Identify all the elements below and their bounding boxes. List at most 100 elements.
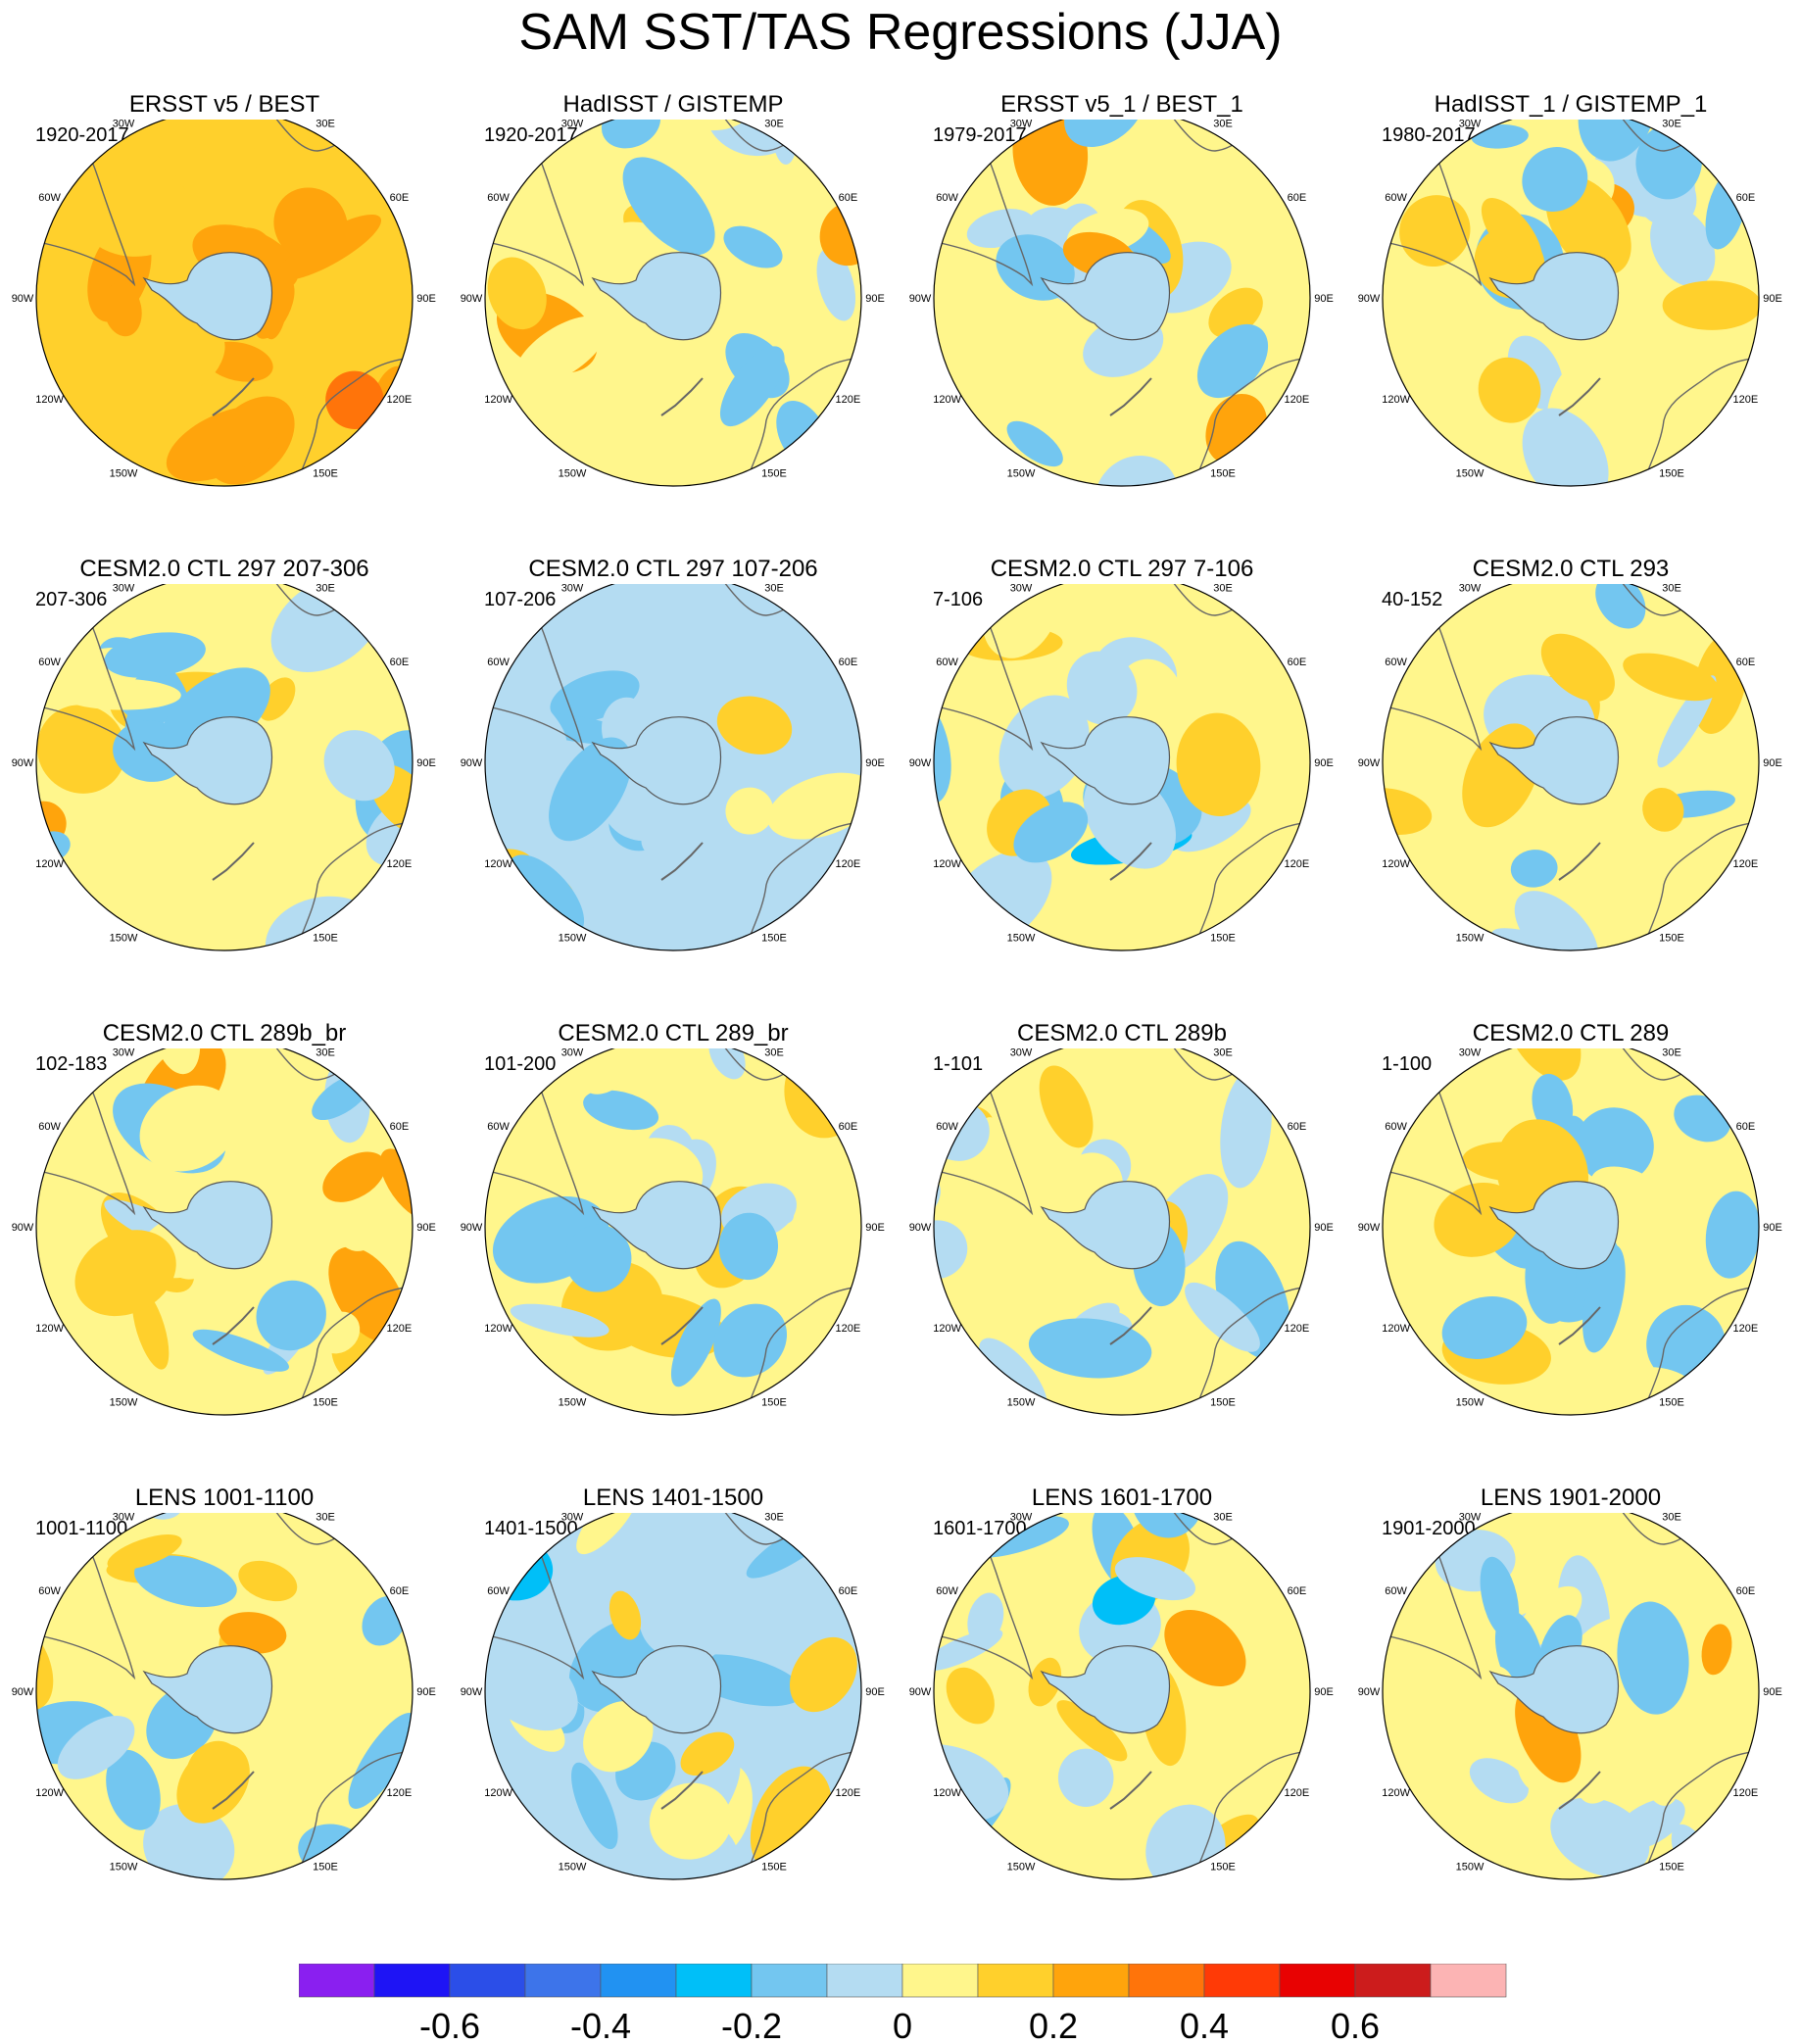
longitude-label: 30E (1213, 1513, 1233, 1524)
anomaly-patch (747, 638, 800, 681)
longitude-label: 120W (1382, 1787, 1410, 1799)
panel-title: HadISST / GISTEMP (562, 91, 784, 118)
anomaly-patch (322, 1151, 386, 1202)
longitude-label: 150W (559, 1861, 587, 1873)
longitude-label: 120E (836, 1323, 861, 1335)
longitude-label: 120E (387, 858, 413, 870)
longitude-label: 60W (487, 1121, 510, 1133)
anomaly-patch (317, 1311, 361, 1354)
anomaly-patch (192, 139, 262, 174)
anomaly-patch (103, 281, 142, 337)
polar-map: 030E60E90E120E150E180150W120W90W60W30W (1358, 1048, 1782, 1416)
polar-map: 030E60E90E120E150E180150W120W90W60W30W (909, 120, 1334, 487)
antarctica-coastline (1488, 252, 1620, 341)
longitude-label: 90E (1314, 293, 1334, 305)
anomaly-patch (1066, 651, 1138, 725)
longitude-label: 30E (1662, 1513, 1681, 1524)
map-border (35, 120, 414, 487)
australia-coastline (1190, 820, 1310, 950)
longitude-label: 120E (1285, 394, 1310, 406)
longitude-label: 60W (487, 657, 510, 668)
longitude-label: 60E (390, 192, 410, 204)
polar-map: 030E60E90E120E150E180150W120W90W60W30W (1358, 1513, 1782, 1880)
longitude-label: 60E (1736, 1121, 1756, 1133)
longitude-label: 90W (909, 1222, 932, 1234)
panel-period-label: 1401-1500 (484, 1518, 578, 1539)
longitude-label: 120E (387, 1323, 413, 1335)
panel-period-label: 207-306 (35, 589, 108, 610)
colorbar-tick-label: -0.6 (419, 2006, 480, 2044)
longitude-label: 150E (761, 1396, 787, 1408)
new-zealand-coastline (1558, 1306, 1601, 1345)
colorbar-swatch (299, 1964, 375, 1998)
anomaly-patch (641, 818, 722, 867)
map-border (933, 584, 1311, 951)
longitude-label: 90W (12, 293, 34, 305)
antarctica-coastline (591, 1181, 722, 1270)
anomaly-patch (1469, 1758, 1529, 1804)
anomaly-patch (1434, 1182, 1522, 1257)
anomaly-field (1383, 1048, 1759, 1415)
anomaly-patch (665, 410, 698, 461)
anomaly-patch (680, 1731, 735, 1776)
australia-coastline (1638, 356, 1759, 486)
anomaly-patch (166, 406, 281, 482)
anomaly-patch (767, 772, 861, 840)
anomaly-field (485, 120, 861, 486)
anomaly-patch (789, 1636, 857, 1713)
longitude-label: 120E (836, 394, 861, 406)
panel-period-label: 107-206 (484, 589, 557, 610)
anomaly-patch (192, 1329, 289, 1372)
longitude-label: 30W (1459, 1048, 1482, 1059)
longitude-label: 120W (1382, 394, 1410, 406)
polar-map: 030E60E90E120E150E180150W120W90W60W30W (461, 1048, 885, 1416)
longitude-label: 150E (1659, 1861, 1684, 1873)
australia-coastline (1190, 356, 1310, 486)
anomaly-patch (637, 1315, 675, 1353)
anomaly-patch (36, 705, 126, 794)
longitude-label: 60W (1385, 657, 1407, 668)
map-panel: CESM2.0 CTL 297 207-306207-306030E60E90E… (0, 555, 449, 1020)
anomaly-patch (725, 787, 774, 835)
longitude-label: 150W (1007, 1396, 1036, 1408)
longitude-label: 90E (1314, 757, 1334, 769)
panel-title: CESM2.0 CTL 289b_br (102, 1020, 347, 1046)
longitude-label: 30W (1010, 120, 1033, 130)
longitude-label: 30W (113, 120, 135, 130)
anomaly-patch (644, 1577, 732, 1664)
longitude-label: 60W (1385, 1585, 1407, 1597)
panel-title: LENS 1901-2000 (1480, 1484, 1662, 1511)
australia-coastline (292, 1285, 413, 1415)
longitude-label: 30E (764, 584, 784, 595)
map-panel: CESM2.0 CTL 297 7-1067-106030E60E90E120E… (898, 555, 1346, 1020)
colorbar-swatch (1430, 1964, 1507, 1998)
longitude-label: 120W (1382, 1323, 1410, 1335)
longitude-label: 30W (1459, 120, 1482, 130)
longitude-label: 150W (559, 932, 587, 944)
anomaly-patch (1176, 712, 1261, 817)
longitude-label: 120W (933, 1787, 961, 1799)
longitude-label: 90W (909, 293, 932, 305)
panel-title: LENS 1601-1700 (1031, 1484, 1213, 1511)
anomaly-patch (1562, 1317, 1632, 1391)
anomaly-patch (277, 214, 382, 280)
longitude-label: 150W (110, 1861, 138, 1873)
anomaly-field (36, 584, 413, 950)
colorbar-swatch (977, 1964, 1054, 1998)
anomaly-patch (1185, 1282, 1260, 1352)
anomaly-patch (485, 1640, 578, 1731)
longitude-label: 90E (865, 1686, 885, 1698)
longitude-label: 150E (313, 932, 338, 944)
map-border (484, 1513, 862, 1880)
anomaly-patch (723, 225, 783, 268)
anomaly-field (1383, 584, 1759, 950)
longitude-label: 120E (1285, 858, 1310, 870)
longitude-label: 30W (561, 120, 584, 130)
panel-period-label: 1980-2017 (1382, 124, 1476, 146)
anomaly-field (485, 584, 861, 950)
longitude-label: 60W (38, 1121, 61, 1133)
map-border (484, 120, 862, 487)
anomaly-patch (1028, 1318, 1152, 1379)
anomaly-patch (57, 1716, 135, 1779)
australia-coastline (741, 1285, 861, 1415)
